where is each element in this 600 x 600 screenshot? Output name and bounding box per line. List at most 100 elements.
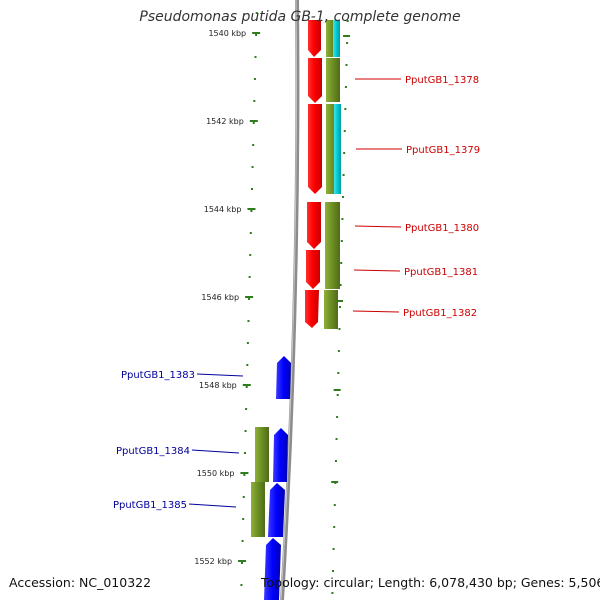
minor-tick	[250, 188, 253, 190]
minor-tick-dash	[336, 300, 343, 302]
reverse-cds-track	[264, 356, 291, 600]
minor-tick	[344, 86, 347, 88]
minor-tick	[250, 210, 253, 212]
minor-tick	[240, 584, 243, 586]
gene-label[interactable]: PputGB1_1381	[404, 267, 478, 278]
cds-blue-1383[interactable]	[276, 356, 291, 399]
tick-label: 1542 kbp	[206, 117, 244, 126]
minor-tick	[242, 496, 245, 498]
minor-tick	[253, 100, 256, 102]
minor-tick	[248, 298, 251, 300]
gene-label[interactable]: PputGB1_1382	[403, 308, 477, 319]
feature-cyan-1377[interactable]	[333, 20, 340, 57]
tick-labels: 1540 kbp 1542 kbp 1544 kbp 1546 kbp 1548 kbp…	[194, 29, 246, 566]
major-tick	[249, 120, 258, 122]
gene-label-leader	[352, 310, 400, 313]
minor-tick	[242, 518, 245, 520]
gene-label[interactable]: PputGB1_1385	[113, 500, 187, 511]
minor-tick	[334, 460, 337, 462]
minor-tick	[335, 438, 338, 440]
minor-tick	[255, 12, 258, 14]
minor-tick	[338, 328, 341, 330]
minor-tick	[337, 350, 340, 352]
genome-backbone-highlight	[280, 0, 297, 600]
tick-label: 1552 kbp	[194, 557, 232, 566]
inner-tick-track	[240, 12, 258, 586]
minor-tick	[343, 152, 346, 154]
minor-tick	[333, 526, 336, 528]
gene-label[interactable]: PputGB1_1378	[405, 75, 479, 86]
minor-tick	[339, 284, 342, 286]
minor-tick	[342, 174, 345, 176]
minor-tick	[255, 34, 258, 36]
minor-tick	[249, 254, 252, 256]
minor-tick	[246, 342, 249, 344]
minor-tick	[245, 408, 248, 410]
minor-tick	[253, 78, 256, 80]
cds-red-1377[interactable]	[308, 20, 321, 57]
accession-text: Accession: NC_010322	[9, 575, 152, 590]
cds-blue-1386[interactable]	[264, 538, 281, 600]
minor-tick	[336, 416, 339, 418]
cds-red-1381[interactable]	[306, 250, 320, 289]
minor-tick	[248, 276, 251, 278]
minor-tick	[339, 306, 342, 308]
tick-label: 1540 kbp	[208, 29, 246, 38]
minor-tick	[344, 108, 347, 110]
cds-blue-1384[interactable]	[273, 428, 288, 482]
minor-tick	[249, 232, 252, 234]
minor-tick	[336, 394, 339, 396]
minor-tick	[252, 144, 255, 146]
cds-blue-1385[interactable]	[268, 483, 285, 537]
gene-labels: PputGB1_1378 PputGB1_1379 PputGB1_1380 Pput…	[113, 75, 480, 511]
minor-tick	[241, 540, 244, 542]
minor-tick	[251, 166, 254, 168]
minor-tick	[341, 196, 344, 198]
gene-label-leader	[188, 503, 237, 508]
major-tick	[247, 208, 256, 210]
minor-tick	[247, 320, 250, 322]
minor-tick	[332, 548, 335, 550]
minor-tick	[341, 218, 344, 220]
gene-label[interactable]: PputGB1_1383	[121, 370, 195, 381]
minor-tick-dash	[331, 481, 339, 483]
cds-red-1379[interactable]	[308, 104, 322, 194]
gene-label-leader	[191, 449, 240, 454]
gene-label-leader	[353, 269, 401, 272]
gene-label[interactable]: PputGB1_1384	[116, 446, 190, 457]
tick-label: 1544 kbp	[204, 205, 242, 214]
feature-olive-1382[interactable]	[324, 290, 338, 329]
minor-tick	[246, 364, 249, 366]
minor-tick-dash	[343, 35, 351, 37]
feature-olive-1380[interactable]	[325, 202, 340, 289]
reverse-feature-track	[251, 427, 269, 537]
topology-text: Topology: circular; Length: 6,078,430 bp…	[261, 575, 600, 590]
feature-olive-1384[interactable]	[255, 427, 269, 482]
minor-tick	[343, 130, 346, 132]
minor-tick	[337, 372, 340, 374]
cds-red-1380[interactable]	[307, 202, 321, 249]
gene-label[interactable]: PputGB1_1379	[406, 145, 480, 156]
minor-tick	[346, 42, 349, 44]
minor-tick	[340, 262, 343, 264]
major-tick	[252, 32, 261, 34]
minor-tick-dash	[333, 389, 341, 391]
cds-red-1382[interactable]	[305, 290, 319, 328]
feature-olive-1385[interactable]	[251, 482, 265, 537]
feature-olive-1378[interactable]	[326, 58, 340, 102]
minor-tick	[241, 562, 244, 564]
cds-red-1378[interactable]	[308, 58, 322, 103]
feature-cyan-1379[interactable]	[334, 104, 341, 194]
gene-label-leader	[354, 225, 402, 228]
minor-tick	[243, 452, 246, 454]
gene-label[interactable]: PputGB1_1380	[405, 223, 479, 234]
gene-label-leaders	[188, 78, 402, 508]
gene-label-leader	[196, 373, 244, 377]
minor-tick	[244, 430, 247, 432]
map-title: Pseudomonas putida GB-1, complete genome	[139, 9, 461, 25]
minor-tick	[333, 504, 336, 506]
major-tick	[242, 384, 251, 386]
major-tick	[245, 296, 254, 298]
major-tick-marks	[238, 32, 261, 562]
